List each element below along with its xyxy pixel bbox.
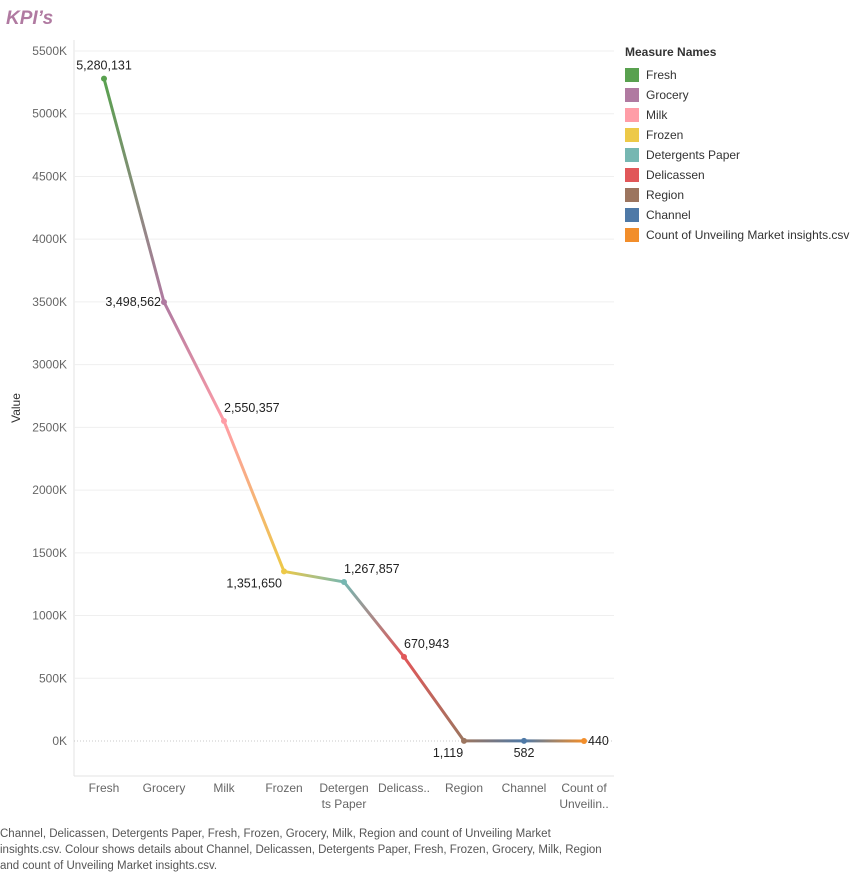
- legend-label: Delicassen: [646, 168, 705, 182]
- data-point: [221, 418, 227, 425]
- line-segment: [342, 580, 406, 659]
- y-tick-label: 1000K: [32, 609, 67, 623]
- data-point: [341, 578, 347, 585]
- legend-item[interactable]: Count of Unveiling Market insights.csv: [625, 225, 849, 245]
- legend-item[interactable]: Grocery: [625, 85, 849, 105]
- legend-title: Measure Names: [625, 45, 717, 59]
- y-tick-label: 1500K: [32, 546, 67, 560]
- x-tick-label: Count of: [561, 781, 607, 795]
- legend-swatch: [625, 148, 639, 162]
- chart-title: KPI’s: [6, 8, 54, 29]
- legend-swatch: [625, 208, 639, 222]
- y-tick-label: 4500K: [32, 169, 67, 183]
- legend-label: Fresh: [646, 68, 677, 82]
- legend-item[interactable]: Fresh: [625, 65, 849, 85]
- data-point: [521, 737, 527, 744]
- x-tick-label: Grocery: [143, 781, 186, 795]
- y-tick-label: 5000K: [32, 107, 67, 121]
- legend-item[interactable]: Frozen: [625, 125, 849, 145]
- legend-label: Frozen: [646, 128, 684, 142]
- data-point: [281, 568, 287, 575]
- data-label: 1,267,857: [344, 562, 400, 576]
- x-tick-label: Milk: [213, 781, 235, 795]
- data-point: [401, 653, 407, 660]
- line-segment: [162, 300, 226, 423]
- legend-swatch: [625, 68, 639, 82]
- data-label: 3,498,562: [105, 295, 161, 309]
- legend-item[interactable]: Delicassen: [625, 165, 849, 185]
- data-points: [101, 75, 587, 744]
- x-tick-label: Detergen: [319, 781, 368, 795]
- data-point: [161, 299, 167, 306]
- x-tick-label: Channel: [502, 781, 547, 795]
- legend-swatch: [625, 168, 639, 182]
- legend-swatch: [625, 188, 639, 202]
- data-point: [581, 737, 587, 744]
- data-label: 670,943: [404, 637, 449, 651]
- x-tick-label-line2: Unveilin..: [559, 797, 608, 811]
- legend-swatch: [625, 108, 639, 122]
- data-label: 1,119: [433, 746, 463, 760]
- legend-label: Grocery: [646, 88, 689, 102]
- grid-lines: [73, 40, 614, 777]
- x-tick-label: Frozen: [265, 781, 302, 795]
- data-point: [101, 75, 107, 82]
- legend-item[interactable]: Region: [625, 185, 849, 205]
- data-label: 1,351,650: [226, 576, 282, 590]
- x-axis: Fresh Grocery Milk Frozen Detergen ts Paper De…: [89, 781, 609, 811]
- legend-swatch: [625, 88, 639, 102]
- data-series: [102, 77, 586, 743]
- legend-label: Milk: [646, 108, 668, 122]
- y-axis-title: Value: [9, 393, 23, 423]
- data-label: 440: [588, 734, 609, 748]
- data-labels: 5,280,131 3,498,562 2,550,357 1,351,650 1,26…: [76, 59, 609, 760]
- legend-item[interactable]: Channel: [625, 205, 849, 225]
- line-segment: [102, 77, 166, 304]
- legend-item[interactable]: Milk: [625, 105, 849, 125]
- x-tick-label-line2: ts Paper: [322, 797, 367, 811]
- x-tick-label: Region: [445, 781, 483, 795]
- legend-item[interactable]: Detergents Paper: [625, 145, 849, 165]
- data-point: [461, 737, 467, 744]
- y-tick-label: 3500K: [32, 295, 67, 309]
- line-chart: 0K 500K 1000K 1500K 2000K 2500K 3000K 3500K 4000…: [9, 40, 614, 811]
- y-axis: 0K 500K 1000K 1500K 2000K 2500K 3000K 3500K 4000…: [9, 44, 67, 748]
- data-label: 2,550,357: [224, 401, 280, 415]
- legend-swatch: [625, 128, 639, 142]
- y-tick-label: 2000K: [32, 483, 67, 497]
- x-tick-label: Fresh: [89, 781, 120, 795]
- legend-label: Channel: [646, 208, 691, 222]
- legend-label: Detergents Paper: [646, 148, 741, 162]
- line-segment: [282, 569, 346, 584]
- line-segment: [222, 419, 286, 573]
- y-tick-label: 5500K: [32, 44, 67, 58]
- legend: Measure Names Fresh Grocery Milk Frozen Dete…: [625, 45, 849, 245]
- legend-label: Count of Unveiling Market insights.csv: [646, 228, 850, 242]
- legend-label: Region: [646, 188, 685, 202]
- data-label: 582: [514, 746, 535, 760]
- y-tick-label: 500K: [39, 671, 67, 685]
- data-label: 5,280,131: [76, 59, 132, 73]
- y-tick-label: 4000K: [32, 232, 67, 246]
- legend-swatch: [625, 228, 639, 242]
- y-tick-label: 2500K: [32, 420, 67, 434]
- line-segment: [402, 655, 466, 743]
- x-tick-label: Delicass..: [378, 781, 430, 795]
- y-tick-label: 0K: [52, 734, 67, 748]
- chart-caption: Channel, Delicassen, Detergents Paper, F…: [0, 828, 602, 872]
- legend-items: Fresh Grocery Milk Frozen Detergents Paper De…: [625, 65, 849, 245]
- y-tick-label: 3000K: [32, 358, 67, 372]
